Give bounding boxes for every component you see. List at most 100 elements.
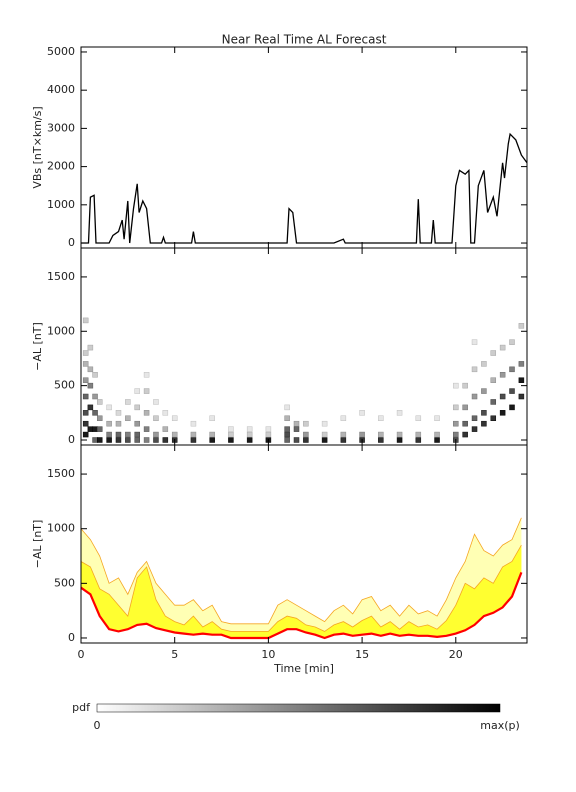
density-cell	[82, 393, 89, 400]
density-cell	[82, 420, 89, 427]
y-tick-label: 1000	[47, 198, 75, 211]
density-cell	[96, 437, 103, 443]
y-tick-label: 500	[54, 379, 75, 392]
y-tick-label: 500	[54, 576, 75, 589]
density-cell	[228, 437, 234, 443]
density-cell	[415, 415, 422, 422]
density-cell	[87, 344, 94, 351]
density-cell	[265, 431, 272, 438]
density-cell	[246, 431, 253, 438]
density-cell	[378, 415, 384, 422]
density-cell	[359, 410, 365, 416]
density-cell	[92, 437, 98, 443]
density-cell	[321, 420, 328, 427]
density-cell	[490, 415, 497, 422]
density-cell	[518, 361, 525, 367]
density-cell	[162, 426, 169, 432]
x-axis-label: Time [min]	[273, 662, 334, 675]
density-cell	[82, 350, 89, 356]
y-tick-label: 1000	[47, 324, 75, 337]
density-cell	[190, 437, 197, 443]
density-cell	[321, 431, 328, 438]
density-cell	[265, 426, 272, 432]
density-cell	[190, 431, 197, 438]
y-tick-label: 0	[68, 433, 75, 446]
density-cell	[471, 366, 478, 373]
density-cell	[92, 410, 98, 416]
density-cell	[106, 420, 112, 427]
density-cell	[134, 404, 140, 411]
density-cell	[115, 431, 122, 438]
y-tick-label: 1500	[47, 467, 75, 480]
density-cell	[471, 339, 478, 345]
density-cell	[228, 426, 234, 432]
density-cell	[115, 420, 122, 427]
density-cell	[153, 415, 159, 422]
y-tick-label: 2000	[47, 160, 75, 173]
chart-title: Near Real Time AL Forecast	[222, 33, 387, 47]
x-tick-label: 0	[78, 648, 85, 661]
density-cell	[92, 393, 98, 400]
density-cell	[171, 415, 178, 422]
density-cell	[396, 410, 403, 416]
density-cell	[293, 426, 300, 432]
density-cell	[471, 426, 478, 432]
density-cell	[96, 426, 103, 432]
density-cell	[92, 426, 98, 432]
density-cell	[92, 372, 98, 378]
density-cell	[396, 437, 403, 443]
density-cell	[153, 437, 159, 443]
y-tick-label: 3000	[47, 121, 75, 134]
y-tick-label: 1000	[47, 522, 75, 535]
y-axis-label: −AL [nT]	[31, 520, 44, 569]
median-line	[80, 572, 523, 640]
colorbar	[96, 703, 501, 713]
density-cell	[143, 437, 150, 443]
density-cell	[153, 431, 159, 438]
density-cell	[284, 437, 290, 443]
density-cell	[471, 415, 478, 422]
density-cell	[143, 426, 150, 432]
x-tick-label: 20	[449, 648, 463, 661]
density-cell	[134, 431, 140, 438]
density-cell	[434, 437, 440, 443]
density-cell	[509, 404, 515, 411]
density-cell	[518, 323, 525, 329]
density-cell	[171, 431, 178, 438]
density-cell	[378, 431, 384, 438]
density-cell	[87, 366, 94, 373]
y-tick-label: 0	[68, 236, 75, 249]
density-cell	[453, 420, 459, 427]
density-cell	[453, 382, 459, 389]
density-cell	[462, 431, 468, 438]
density-cell	[87, 426, 94, 432]
density-cell	[340, 437, 347, 443]
density-cell	[246, 437, 253, 443]
density-cell	[115, 410, 122, 416]
density-cell	[228, 431, 234, 438]
density-cell	[106, 431, 112, 438]
band-edge	[80, 544, 522, 632]
density-cell	[499, 372, 506, 378]
density-cell	[453, 431, 459, 438]
density-cell	[143, 372, 150, 378]
density-cell	[499, 393, 506, 400]
density-cell	[499, 344, 506, 351]
density-cell	[106, 437, 112, 443]
density-cell	[209, 437, 215, 443]
density-cell	[134, 420, 140, 427]
density-cell	[321, 437, 328, 443]
density-cell	[125, 431, 131, 438]
density-cell	[509, 388, 515, 394]
density-cell	[303, 431, 309, 438]
density-cell	[518, 393, 525, 400]
density-cell	[396, 431, 403, 438]
density-cell	[153, 399, 159, 405]
density-cell	[246, 426, 253, 432]
density-cell	[434, 431, 440, 438]
density-cell	[453, 404, 459, 411]
density-cell	[125, 399, 131, 405]
y-axis-label: VBs [nT×km/s]	[31, 106, 44, 188]
density-cell	[190, 420, 197, 427]
